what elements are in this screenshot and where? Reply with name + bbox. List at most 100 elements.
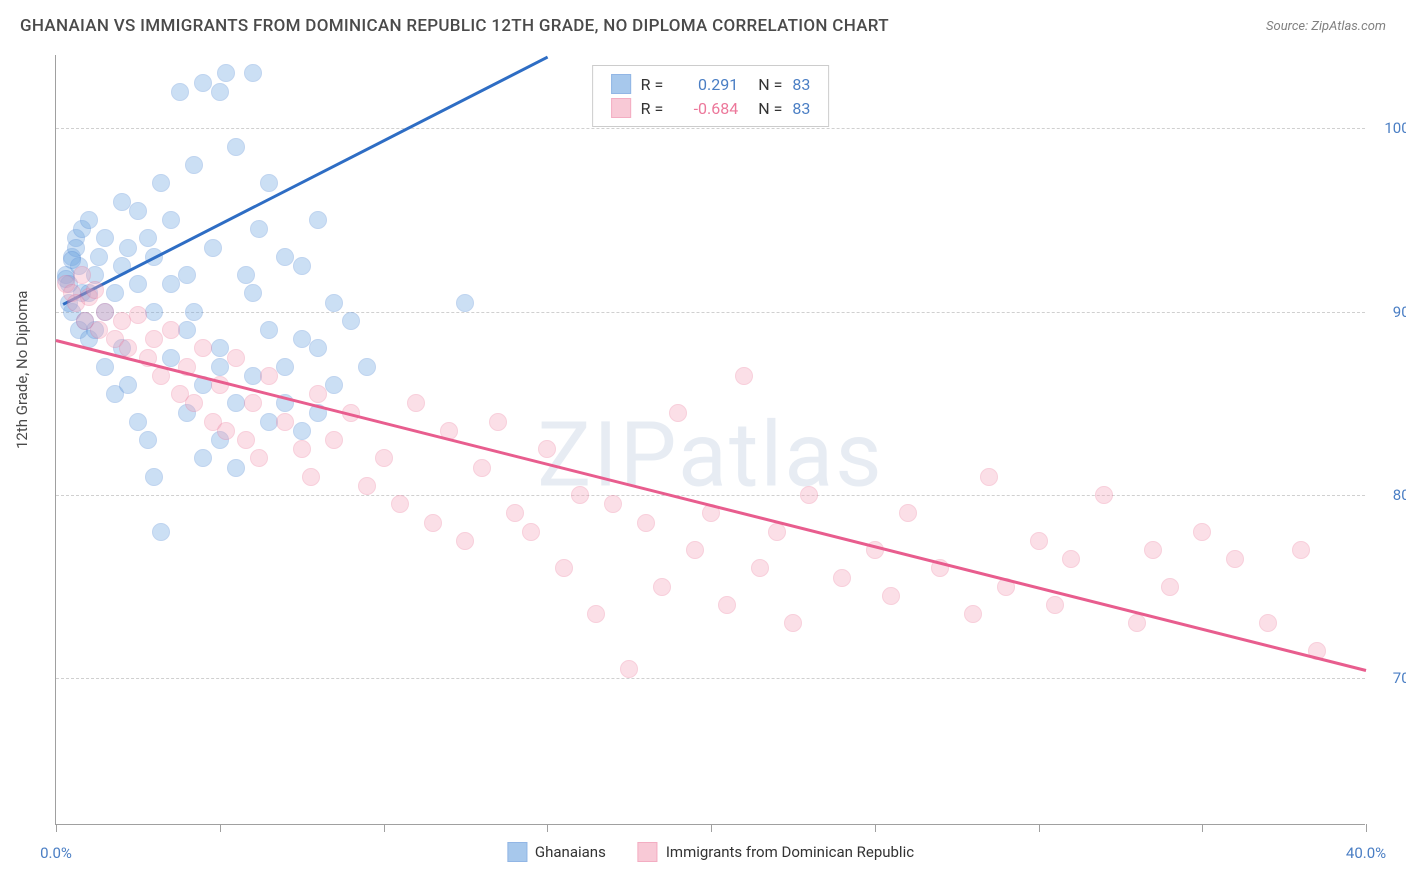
legend-swatch-blue <box>611 74 631 94</box>
grid-line-h <box>56 312 1365 313</box>
y-tick-label: 90.0% <box>1393 303 1406 321</box>
data-point <box>538 440 556 458</box>
data-point <box>162 321 180 339</box>
x-tick <box>1366 824 1367 832</box>
grid-line-h <box>56 128 1365 129</box>
data-point <box>73 266 91 284</box>
legend-item-dominican: Immigrants from Dominican Republic <box>638 842 914 862</box>
data-point <box>178 266 196 284</box>
data-point <box>171 83 189 101</box>
legend-n-label: N = <box>758 75 782 94</box>
data-point <box>139 431 157 449</box>
data-point <box>407 394 425 412</box>
data-point <box>162 349 180 367</box>
chart-title: GHANAIAN VS IMMIGRANTS FROM DOMINICAN RE… <box>20 16 889 36</box>
grid-line-h <box>56 678 1365 679</box>
legend-r-value-blue: 0.291 <box>673 75 738 94</box>
data-point <box>980 468 998 486</box>
data-point <box>522 523 540 541</box>
legend-swatch-dominican <box>638 842 658 862</box>
data-point <box>211 339 229 357</box>
grid-line-h <box>56 495 1365 496</box>
data-point <box>751 559 769 577</box>
data-point <box>250 449 268 467</box>
y-tick-label: 100.0% <box>1384 119 1406 137</box>
data-point <box>185 156 203 174</box>
data-point <box>185 303 203 321</box>
y-tick-label: 70.0% <box>1393 669 1406 687</box>
x-tick-label: 40.0% <box>1346 844 1386 862</box>
data-point <box>244 394 262 412</box>
data-point <box>119 239 137 257</box>
x-tick <box>711 824 712 832</box>
data-point <box>260 367 278 385</box>
data-point <box>882 587 900 605</box>
data-point <box>325 376 343 394</box>
data-point <box>162 211 180 229</box>
legend-row-pink: R = -0.684 N = 83 <box>611 96 811 120</box>
data-point <box>358 477 376 495</box>
data-point <box>637 514 655 532</box>
data-point <box>129 306 147 324</box>
data-point <box>96 303 114 321</box>
legend-n-value-pink: 83 <box>792 99 810 118</box>
x-tick <box>384 824 385 832</box>
data-point <box>375 449 393 467</box>
data-point <box>237 431 255 449</box>
data-point <box>1144 541 1162 559</box>
data-point <box>204 239 222 257</box>
data-point <box>293 422 311 440</box>
source-label: Source: ZipAtlas.com <box>1266 19 1386 34</box>
data-point <box>1259 614 1277 632</box>
data-point <box>119 376 137 394</box>
data-point <box>260 174 278 192</box>
legend-item-ghanaians: Ghanaians <box>507 842 606 862</box>
x-tick-label: 0.0% <box>40 844 72 862</box>
chart-plot-area: ZIPatlas R = 0.291 N = 83 R = -0.684 N =… <box>55 55 1365 825</box>
data-point <box>358 358 376 376</box>
legend-row-blue: R = 0.291 N = 83 <box>611 72 811 96</box>
data-point <box>1046 596 1064 614</box>
y-tick-label: 80.0% <box>1393 486 1406 504</box>
data-point <box>456 532 474 550</box>
data-point <box>145 468 163 486</box>
data-point <box>964 605 982 623</box>
data-point <box>620 660 638 678</box>
x-tick <box>220 824 221 832</box>
data-point <box>899 504 917 522</box>
data-point <box>217 422 235 440</box>
legend-n-label: N = <box>758 99 782 118</box>
data-point <box>309 385 327 403</box>
data-point <box>342 312 360 330</box>
data-point <box>244 64 262 82</box>
correlation-legend: R = 0.291 N = 83 R = -0.684 N = 83 <box>592 65 830 127</box>
data-point <box>309 211 327 229</box>
data-point <box>106 284 124 302</box>
legend-r-value-pink: -0.684 <box>673 99 738 118</box>
data-point <box>145 330 163 348</box>
data-point <box>211 358 229 376</box>
data-point <box>185 394 203 412</box>
data-point <box>129 202 147 220</box>
legend-r-label: R = <box>641 99 664 118</box>
data-point <box>653 578 671 596</box>
data-point <box>227 394 245 412</box>
data-point <box>152 174 170 192</box>
data-point <box>96 358 114 376</box>
data-point <box>113 312 131 330</box>
data-point <box>260 321 278 339</box>
data-point <box>1095 486 1113 504</box>
data-point <box>555 559 573 577</box>
data-point <box>293 257 311 275</box>
data-point <box>325 294 343 312</box>
data-point <box>735 367 753 385</box>
data-point <box>80 211 98 229</box>
data-point <box>833 569 851 587</box>
data-point <box>139 229 157 247</box>
x-tick <box>1202 824 1203 832</box>
series-legend: Ghanaians Immigrants from Dominican Repu… <box>507 842 914 862</box>
data-point <box>90 321 108 339</box>
data-point <box>194 449 212 467</box>
data-point <box>113 193 131 211</box>
data-point <box>325 431 343 449</box>
